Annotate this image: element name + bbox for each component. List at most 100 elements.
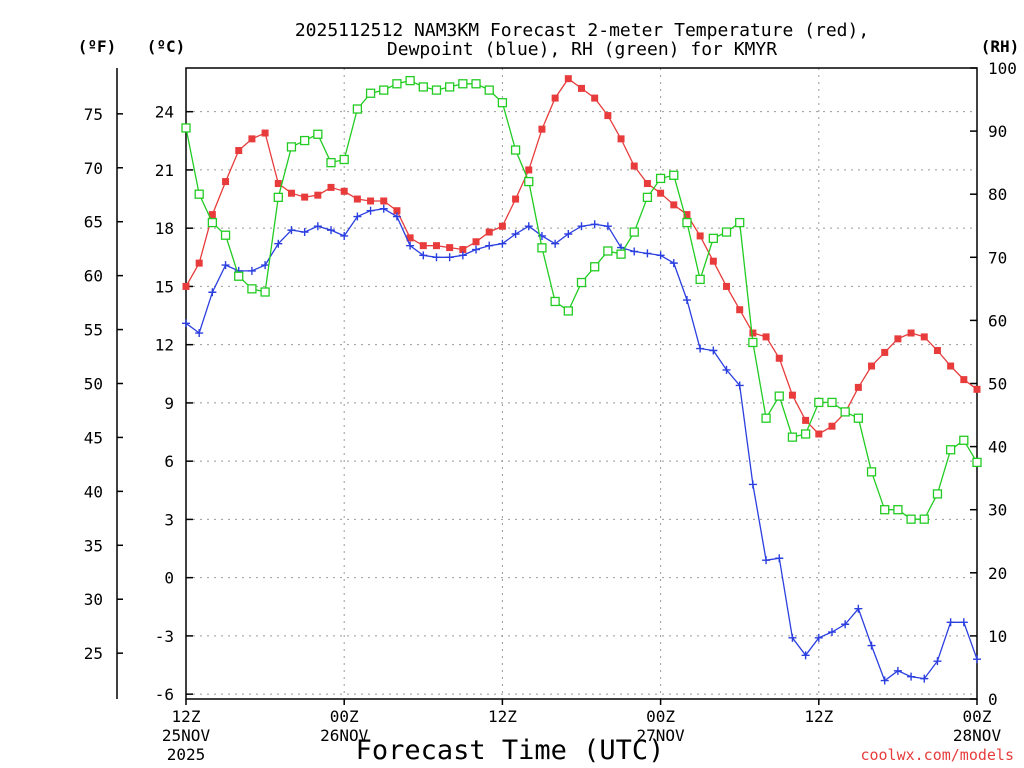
dewpoint-point xyxy=(300,228,309,237)
temperature-point xyxy=(380,197,388,205)
dewpoint-point xyxy=(775,554,784,563)
fahrenheit-tick-label: 30 xyxy=(84,590,103,609)
dewpoint-point xyxy=(827,628,836,637)
rh-point xyxy=(471,79,481,89)
dewpoint-point xyxy=(577,222,586,231)
temperature-point xyxy=(222,178,230,186)
rh-tick-label: 0 xyxy=(988,690,998,709)
fahrenheit-tick-label: 65 xyxy=(84,213,103,232)
fahrenheit-tick-label: 75 xyxy=(84,105,103,124)
dewpoint-point xyxy=(867,641,876,650)
temperature-point xyxy=(512,195,520,203)
rh-point xyxy=(313,129,323,139)
rh-point xyxy=(695,274,705,285)
celsius-tick-label: 9 xyxy=(164,394,174,413)
rh-point xyxy=(866,467,877,477)
x-tick-date-label: 27NOV xyxy=(637,726,686,745)
x-tick-date-label: 26NOV xyxy=(320,726,369,745)
temperature-point xyxy=(630,162,638,170)
dewpoint-point xyxy=(630,247,639,256)
dewpoint-point xyxy=(682,296,691,305)
temperature-point xyxy=(881,348,889,356)
fahrenheit-tick-label: 25 xyxy=(84,644,103,663)
temperature-point xyxy=(195,259,203,267)
dewpoint-point xyxy=(709,346,718,355)
rh-point xyxy=(550,296,560,307)
temperature-point xyxy=(802,416,810,424)
temperature-point xyxy=(736,306,744,314)
grid-lines xyxy=(186,68,977,699)
celsius-tick-label: 21 xyxy=(155,161,174,180)
chart-title-line2: Dewpoint (blue), RH (green) for KMYR xyxy=(387,39,777,60)
temperature-point xyxy=(775,354,783,362)
temperature-point xyxy=(327,183,335,191)
credit-label: coolwx.com/models xyxy=(860,746,1014,764)
rh-point xyxy=(787,432,798,442)
temperature-point xyxy=(564,75,572,83)
rh-point xyxy=(576,277,587,288)
rh-point xyxy=(194,189,204,199)
fahrenheit-tick-label: 70 xyxy=(84,159,103,178)
dewpoint-point xyxy=(933,657,942,666)
fahrenheit-tick-label: 35 xyxy=(84,536,103,555)
rh-point xyxy=(893,505,903,515)
rh-tick-label: 20 xyxy=(988,564,1007,583)
rh-point xyxy=(339,154,349,165)
temperature-point xyxy=(920,333,928,341)
rh-tick-label: 30 xyxy=(988,501,1007,520)
temperature-line xyxy=(185,77,978,435)
temperature-point xyxy=(657,189,665,197)
dewpoint-point xyxy=(274,239,283,248)
rh-point xyxy=(748,337,758,348)
celsius-tick-label: 6 xyxy=(164,452,174,471)
rh-tick-label: 70 xyxy=(988,248,1007,267)
rh-point xyxy=(655,173,666,184)
rh-point xyxy=(418,82,428,92)
dewpoint-point xyxy=(261,261,270,270)
rh-point xyxy=(220,230,231,240)
dewpoint-point xyxy=(590,220,599,229)
fahrenheit-tick-label: 45 xyxy=(84,428,103,447)
celsius-tick-label: 18 xyxy=(155,219,174,238)
temperature-point xyxy=(551,94,559,102)
rh-tick-label: 80 xyxy=(988,185,1007,204)
rh-point xyxy=(181,123,191,133)
dewpoint-point xyxy=(762,556,771,565)
x-tick-date-label: 25NOV xyxy=(162,726,211,745)
x-tick-label: 12Z xyxy=(804,707,833,726)
rh-point xyxy=(972,457,982,468)
temperature-point xyxy=(446,244,454,252)
rh-point xyxy=(405,75,415,86)
rh-point xyxy=(379,85,389,95)
rh-tick-label: 100 xyxy=(988,59,1017,78)
dewpoint-point xyxy=(973,655,981,664)
rh-point xyxy=(537,243,547,253)
fahrenheit-unit-label: (ºF) xyxy=(78,37,117,56)
dewpoint-point xyxy=(353,212,362,221)
chart-title-line1: 2025112512 NAM3KM Forecast 2-meter Tempe… xyxy=(295,20,869,41)
rh-point xyxy=(682,217,692,228)
temperature-point xyxy=(683,211,691,219)
fahrenheit-tick-label: 55 xyxy=(84,321,103,340)
temperature-point xyxy=(472,238,480,246)
rh-point xyxy=(563,306,573,316)
temperature-point xyxy=(604,112,612,120)
rh-point xyxy=(524,176,534,187)
temperature-point xyxy=(788,391,796,399)
dewpoint-point xyxy=(327,226,336,235)
rh-point xyxy=(260,287,270,297)
rh-point xyxy=(840,407,850,417)
temperature-point xyxy=(723,282,731,290)
dewpoint-point xyxy=(445,253,454,262)
rh-point xyxy=(669,170,679,180)
rh-point xyxy=(642,192,653,203)
rh-point xyxy=(326,157,336,168)
x-tick-label: 00Z xyxy=(963,707,992,726)
temperature-point xyxy=(393,207,401,215)
dewpoint-point xyxy=(195,329,204,338)
temperature-point xyxy=(248,135,256,143)
temperature-point xyxy=(709,257,717,265)
rh-point xyxy=(761,413,771,423)
x-axis-label: Forecast Time (UTC) xyxy=(356,735,665,766)
rh-tick-label: 10 xyxy=(988,627,1007,646)
